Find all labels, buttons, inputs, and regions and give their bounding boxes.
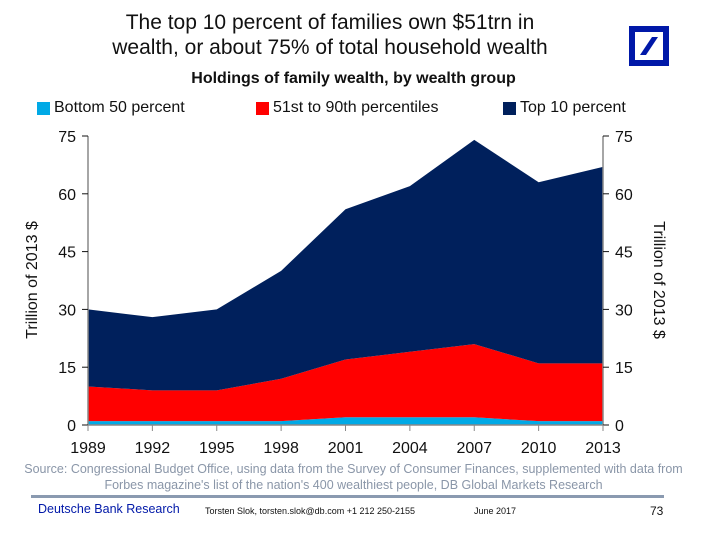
y-tick-label-right: 15 bbox=[615, 360, 633, 377]
y-tick-label-left: 45 bbox=[58, 245, 76, 262]
x-tick-label: 1992 bbox=[135, 440, 171, 457]
y-tick-label-left: 75 bbox=[58, 129, 76, 146]
footer-brand: Deutsche Bank Research bbox=[38, 502, 180, 516]
y-tick-label-right: 0 bbox=[615, 418, 624, 435]
source-line-1: Source: Congressional Budget Office, usi… bbox=[24, 462, 683, 476]
x-tick-label: 1998 bbox=[263, 440, 299, 457]
x-tick-label: 2007 bbox=[456, 440, 492, 457]
footer-date: June 2017 bbox=[474, 506, 517, 516]
page-number: 73 bbox=[650, 504, 664, 518]
y-axis-title-right: Trillion of 2013 $ bbox=[650, 221, 667, 339]
footer-author: Torsten Slok, torsten.slok@db.com +1 212… bbox=[205, 506, 416, 516]
title-line-1: The top 10 percent of families own $51tr… bbox=[125, 11, 535, 34]
y-tick-label-left: 60 bbox=[58, 187, 76, 204]
legend-label-top-10: Top 10 percent bbox=[520, 99, 626, 116]
source-note: Source: Congressional Budget Office, usi… bbox=[0, 461, 707, 493]
footer-divider bbox=[31, 495, 664, 498]
deutsche-bank-logo-icon bbox=[629, 26, 669, 66]
y-axis-title-left: Trillion of 2013 $ bbox=[24, 221, 41, 339]
page-title: The top 10 percent of families own $51tr… bbox=[70, 10, 590, 60]
source-line-2: Forbes magazine's list of the nation's 4… bbox=[104, 478, 603, 492]
legend-item-bottom-50: Bottom 50 percent bbox=[37, 99, 185, 117]
y-tick-label-right: 30 bbox=[615, 302, 633, 319]
chart-areas bbox=[88, 139, 603, 425]
x-tick-label: 1995 bbox=[199, 440, 235, 457]
x-tick-label: 2013 bbox=[585, 440, 621, 457]
x-tick-label: 2010 bbox=[521, 440, 557, 457]
stacked-area-chart: 0 0 15 15 30 30 45 45 60 60 75 75 1989 1992 1995 1998 20… bbox=[24, 129, 667, 457]
y-tick-label-left: 30 bbox=[58, 302, 76, 319]
y-tick-label-right: 60 bbox=[615, 187, 633, 204]
legend-item-top-10: Top 10 percent bbox=[503, 99, 626, 117]
area-top-10-percent bbox=[88, 139, 603, 391]
legend-label-51-90: 51st to 90th percentiles bbox=[273, 99, 439, 116]
legend-label-bottom-50: Bottom 50 percent bbox=[54, 99, 185, 116]
x-tick-label: 2004 bbox=[392, 440, 428, 457]
chart-legend: Bottom 50 percent 51st to 90th percentil… bbox=[0, 99, 707, 119]
y-tick-label-right: 45 bbox=[615, 245, 633, 262]
x-tick-label: 2001 bbox=[328, 440, 364, 457]
chart-axes: 0 0 15 15 30 30 45 45 60 60 75 75 1989 1992 1995 1998 20… bbox=[58, 129, 633, 457]
legend-item-51-90: 51st to 90th percentiles bbox=[256, 99, 438, 117]
chart-title: Holdings of family wealth, by wealth gro… bbox=[191, 70, 516, 87]
area-51st-to-90th-percentiles bbox=[88, 344, 603, 422]
area-bottom-50-percent bbox=[88, 417, 603, 425]
x-tick-label: 1989 bbox=[70, 440, 106, 457]
logo-slash-icon bbox=[640, 37, 658, 55]
legend-swatch-top-10 bbox=[503, 101, 516, 115]
legend-swatch-51-90 bbox=[256, 101, 269, 115]
y-tick-label-left: 0 bbox=[67, 418, 76, 435]
y-tick-label-right: 75 bbox=[615, 129, 633, 146]
y-tick-label-left: 15 bbox=[58, 360, 76, 377]
title-line-2: wealth, or about 75% of total household … bbox=[112, 36, 548, 59]
legend-swatch-bottom-50 bbox=[37, 101, 50, 115]
